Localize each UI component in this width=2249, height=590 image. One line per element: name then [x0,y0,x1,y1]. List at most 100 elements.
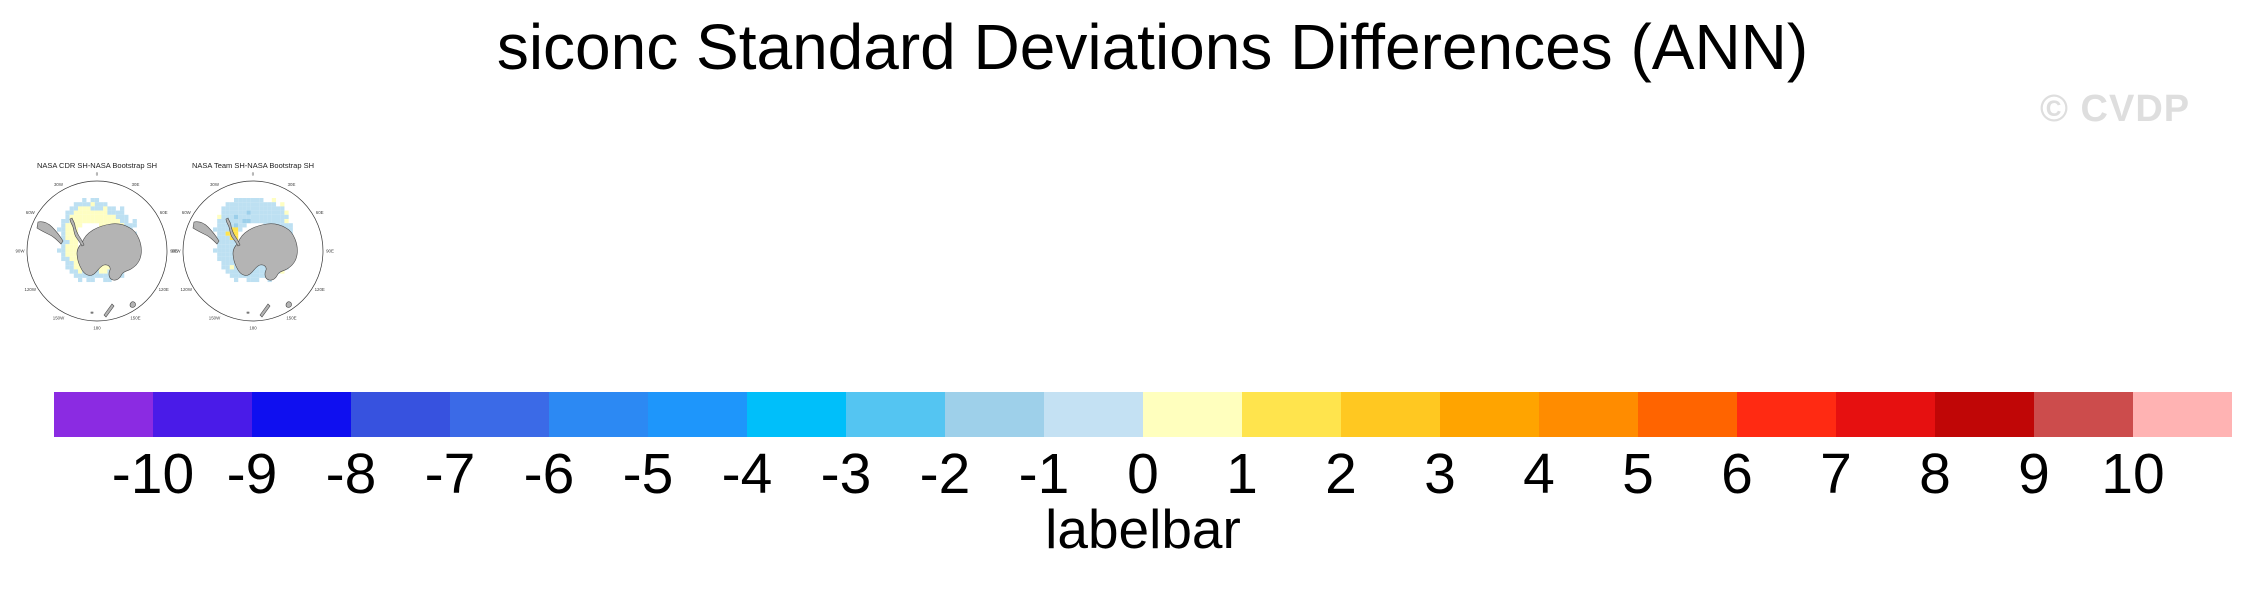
ice-cell [69,206,74,211]
ice-cell [217,248,222,253]
ice-cell [124,219,129,224]
ice-cell [221,252,226,257]
ice-cell [78,273,83,278]
ice-cell [284,214,289,220]
ice-cell [284,219,289,224]
labelbar-boxes [54,392,2232,437]
lon-label: 150E [130,315,140,320]
ice-cell [65,261,70,266]
ice-cell [115,210,121,215]
labelbar-box [1143,392,1242,437]
ice-cell [73,273,79,278]
ice-cell [99,214,104,220]
land-shape [129,301,136,308]
ice-cell [78,214,83,220]
ice-cell [259,214,264,220]
ice-cell [280,219,285,224]
ice-cell [284,210,289,215]
ice-cell [229,214,235,220]
ice-cell [65,265,70,270]
ice-cell [242,214,247,220]
ice-cell [271,198,277,203]
ice-cell [217,231,222,236]
ice-cell [73,223,79,228]
ice-cell [263,219,268,224]
ice-cell [78,210,83,215]
land-shape [103,303,115,318]
land-shape [90,311,94,314]
labelbar-box [1737,392,1836,437]
ice-cell [238,206,243,211]
ice-cell [73,244,79,249]
labelbar-tick: 6 [1721,442,1753,506]
labelbar-tick: -1 [1018,442,1070,506]
ice-cell [115,219,121,224]
ice-cell [250,206,256,211]
ice-cell [99,273,104,278]
ice-cell [250,277,256,283]
ice-cell [69,210,74,215]
ice-cell [69,214,74,220]
lon-label: 180 [93,326,101,331]
ice-cell [225,202,230,207]
ice-cell [120,206,125,211]
labelbar-box [1440,392,1539,437]
labelbar-box [747,392,846,437]
ice-cell [225,269,230,274]
ice-cell [86,202,91,207]
ice-cell [78,206,83,211]
ice-cell [225,252,230,257]
ice-cell [103,202,108,207]
ice-cell [65,223,70,228]
labelbar-box [1539,392,1638,437]
ice-cell [280,223,285,228]
ice-cell [250,202,256,207]
labelbar-box [252,392,351,437]
ice-cell [221,256,226,262]
ice-cell [246,214,251,220]
ice-cell [280,214,285,220]
ice-cell [267,206,272,211]
ice-cell [82,202,87,207]
figure-title: siconc Standard Deviations Differences (… [496,11,1809,83]
ice-cell [255,214,260,220]
ice-cell [99,223,104,228]
ice-cell [288,227,293,232]
ice-cell [259,210,264,215]
ice-cell [234,202,239,207]
ice-cell [221,223,226,228]
ice-cell [103,265,108,270]
ice-cell [271,210,277,215]
labelbar-box [1935,392,2034,437]
ice-cell [73,261,79,266]
labelbar-title: labelbar [1045,498,1241,560]
ice-cell [94,198,100,203]
ice-cell [213,227,218,232]
lon-label: 90W [15,249,25,254]
labelbar-tick: -3 [820,442,872,506]
ice-cell [82,198,87,203]
ice-cell [221,231,226,236]
ice-cell [103,214,108,220]
ice-cell [107,210,112,215]
labelbar-tick: -7 [424,442,476,506]
ice-cell [259,219,264,224]
ice-cell [263,206,268,211]
ice-cell [234,265,239,270]
ice-cell [225,265,230,270]
ice-cell [111,210,116,215]
ice-cell [73,210,79,215]
ice-cell [246,206,251,211]
ice-cell [94,202,100,207]
ice-cell [280,269,285,274]
ice-cell [90,206,95,211]
ice-cell [267,214,272,220]
ice-cell [242,202,247,207]
ice-cell [259,198,264,203]
labelbar-tick: -8 [325,442,377,506]
ice-cell [229,269,235,274]
ice-cell [78,219,83,224]
ice-cell [73,265,79,270]
ice-cell [242,206,247,211]
ice-cell [61,240,66,245]
